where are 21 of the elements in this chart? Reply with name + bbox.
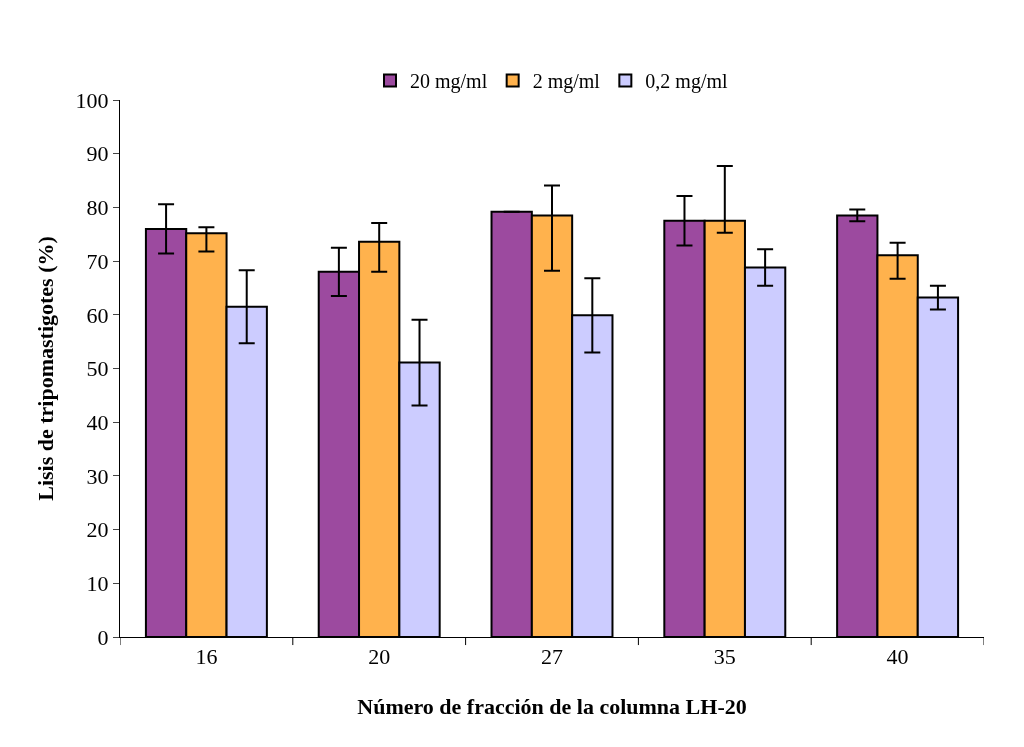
- y-tick-label: 40: [86, 409, 109, 435]
- y-tick-label: 60: [86, 302, 109, 328]
- y-tick-label: 70: [86, 248, 109, 274]
- legend-label: 0,2 mg/ml: [645, 70, 729, 94]
- legend-label: 2 mg/ml: [532, 70, 601, 94]
- y-tick-label: 20: [86, 517, 109, 543]
- y-tick-label: 80: [86, 195, 109, 221]
- y-tick-label: 50: [86, 356, 109, 382]
- y-tick-label: 0: [97, 624, 109, 650]
- y-tick-label: 100: [75, 87, 109, 113]
- x-tick-label: 27: [541, 644, 563, 670]
- x-tick-label: 20: [368, 644, 391, 670]
- y-tick-label: 30: [86, 463, 109, 489]
- x-tick-label: 16: [195, 644, 218, 670]
- x-axis-title: Número de fracción de la columna LH-20: [357, 694, 747, 720]
- x-tick-label: 35: [713, 644, 736, 670]
- legend-label: 20 mg/ml: [410, 70, 488, 94]
- y-tick-label: 90: [86, 141, 109, 167]
- x-tick-label: 40: [886, 644, 909, 670]
- y-axis-title: Lisis de tripomastigotes (%): [33, 236, 59, 501]
- y-tick-label: 10: [86, 571, 109, 596]
